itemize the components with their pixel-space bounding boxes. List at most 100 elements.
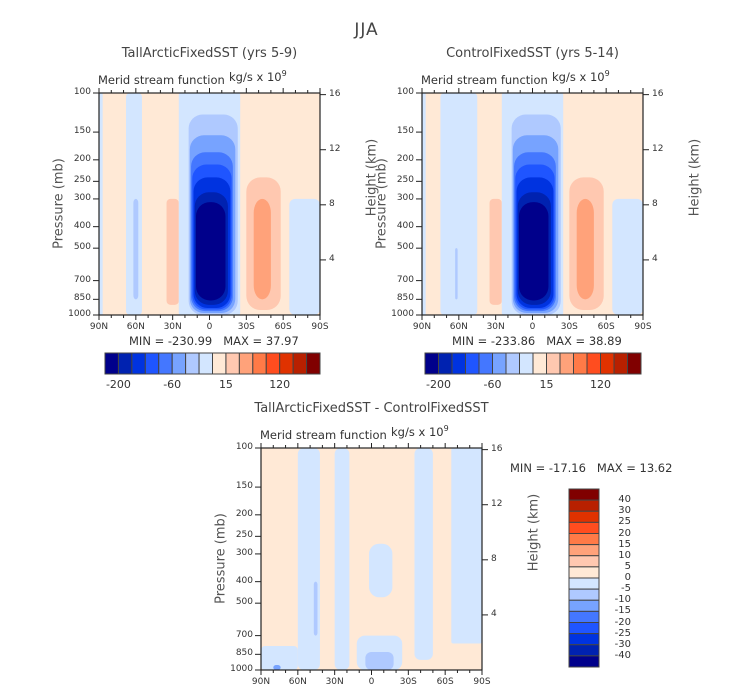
units-label: kg/s x 109 xyxy=(229,69,287,84)
colorbar-label: -5 xyxy=(621,583,631,595)
y-tick-label: 700 xyxy=(396,274,414,285)
min-max-label: MIN = -233.86 MAX = 38.89 xyxy=(452,334,622,348)
height-tick-label: 12 xyxy=(652,143,664,154)
colorbar-swatch xyxy=(478,352,493,375)
colorbar-swatch xyxy=(568,577,600,590)
colorbar-swatch xyxy=(492,352,507,375)
height-tick-label: 8 xyxy=(329,198,335,209)
colorbar-swatch xyxy=(104,352,119,375)
height-tick-label: 4 xyxy=(652,253,658,264)
colorbar-label: -10 xyxy=(614,594,631,606)
contour-negative-band xyxy=(414,448,433,660)
y-tick-label: 850 xyxy=(396,293,414,304)
y-tick-label: 1000 xyxy=(68,309,91,319)
colorbar-swatch xyxy=(279,352,294,375)
colorbar-swatch xyxy=(158,352,173,375)
y-tick-label: 300 xyxy=(396,192,414,203)
colorbar-swatch xyxy=(568,622,600,635)
y-axis-label: Pressure (mb) xyxy=(213,513,229,604)
y-tick-label: 850 xyxy=(73,293,91,304)
contour-ferrel-core xyxy=(576,198,594,300)
contour-negative-patch xyxy=(369,543,393,598)
colorbar-swatch xyxy=(627,352,642,375)
y-tick-label: 500 xyxy=(235,597,253,608)
contour-pole-negative xyxy=(99,93,103,315)
colorbar-swatch xyxy=(568,555,600,568)
colorbar-swatch xyxy=(568,599,600,612)
contour-plot xyxy=(93,88,326,320)
units-exponent: 9 xyxy=(604,69,610,78)
panel-title: ControlFixedSST (yrs 5-14) xyxy=(446,46,619,61)
colorbar-label: 20 xyxy=(618,527,631,539)
colorbar-swatch xyxy=(144,352,160,375)
colorbar-swatch xyxy=(568,510,600,523)
y-tick-label: 150 xyxy=(235,481,253,492)
x-tick-label: 0 xyxy=(206,322,213,332)
colorbar-label: 10 xyxy=(618,549,631,561)
colorbar-swatch xyxy=(568,488,600,501)
y-tick-label: 400 xyxy=(396,220,414,231)
colorbar-swatch xyxy=(465,352,480,375)
y-tick-label: 100 xyxy=(235,442,253,452)
contour-ferrel-core xyxy=(253,198,271,300)
colorbar-swatch xyxy=(568,644,600,657)
colorbar-label: -200 xyxy=(426,378,451,391)
y-tick-label: 200 xyxy=(73,153,91,164)
x-tick-label: 60S xyxy=(274,322,292,332)
colorbar-label: 30 xyxy=(618,505,631,517)
y-tick-label: 400 xyxy=(73,220,91,231)
colorbar-label: 15 xyxy=(218,378,233,391)
units-exponent: 9 xyxy=(281,69,287,78)
x-tick-label: 90N xyxy=(251,677,271,687)
y-tick-label: 250 xyxy=(396,175,414,186)
y-tick-label: 150 xyxy=(396,126,414,137)
colorbar xyxy=(104,352,321,375)
height-tick-label: 16 xyxy=(329,88,341,99)
x-tick-label: 90S xyxy=(473,677,491,687)
height-tick-label: 4 xyxy=(491,608,497,619)
contour-pole-negative xyxy=(422,93,426,315)
colorbar-label: -60 xyxy=(163,378,182,391)
colorbar-swatch xyxy=(573,352,588,375)
colorbar-swatch xyxy=(451,352,466,375)
y-tick-label: 150 xyxy=(73,126,91,137)
min-max-label: MIN = -17.16 MAX = 13.62 xyxy=(510,461,673,475)
contour-nh-negative xyxy=(440,93,478,315)
colorbar-swatch xyxy=(212,352,227,375)
y-tick-label: 500 xyxy=(396,242,414,253)
colorbar-label: -40 xyxy=(614,649,631,661)
colorbar-swatch xyxy=(568,566,600,579)
y-tick-label: 300 xyxy=(73,192,91,203)
y-axis-label: Pressure (mb) xyxy=(51,158,67,249)
figure-title: JJA xyxy=(354,20,379,40)
x-tick-label: 90S xyxy=(634,322,652,332)
min-max-label: MIN = -230.99 MAX = 37.97 xyxy=(129,334,299,348)
y-tick-label: 400 xyxy=(235,575,253,586)
height-tick-label: 16 xyxy=(652,88,664,99)
contour-nh-negative-core xyxy=(455,248,458,300)
panel-title: TallArcticFixedSST (yrs 5-9) xyxy=(121,46,298,61)
contour-negative-band xyxy=(297,448,320,670)
colorbar-swatch xyxy=(131,352,146,375)
y-tick-label: 850 xyxy=(235,648,253,659)
left-string: Merid stream function xyxy=(98,73,225,87)
colorbar-swatch xyxy=(252,352,267,375)
colorbar-label: 15 xyxy=(618,538,631,550)
y-tick-label: 1000 xyxy=(230,664,253,674)
colorbar-swatch xyxy=(117,352,133,375)
height-tick-label: 12 xyxy=(491,498,503,509)
colorbar-label: -60 xyxy=(483,378,502,391)
colorbar-swatch xyxy=(568,610,600,623)
x-tick-label: 90N xyxy=(89,322,109,332)
contour-hadley-level xyxy=(195,202,226,301)
units-label: kg/s x 109 xyxy=(391,424,449,439)
colorbar-swatch xyxy=(568,521,600,534)
height-tick-label: 8 xyxy=(491,553,497,564)
height-tick-label: 16 xyxy=(491,443,503,454)
colorbar-swatch xyxy=(546,352,561,375)
colorbar-swatch xyxy=(568,499,600,512)
colorbar-swatch xyxy=(185,352,200,375)
colorbar-swatch xyxy=(568,655,600,668)
x-tick-label: 60N xyxy=(126,322,145,332)
contour-hadley-level xyxy=(518,202,549,301)
